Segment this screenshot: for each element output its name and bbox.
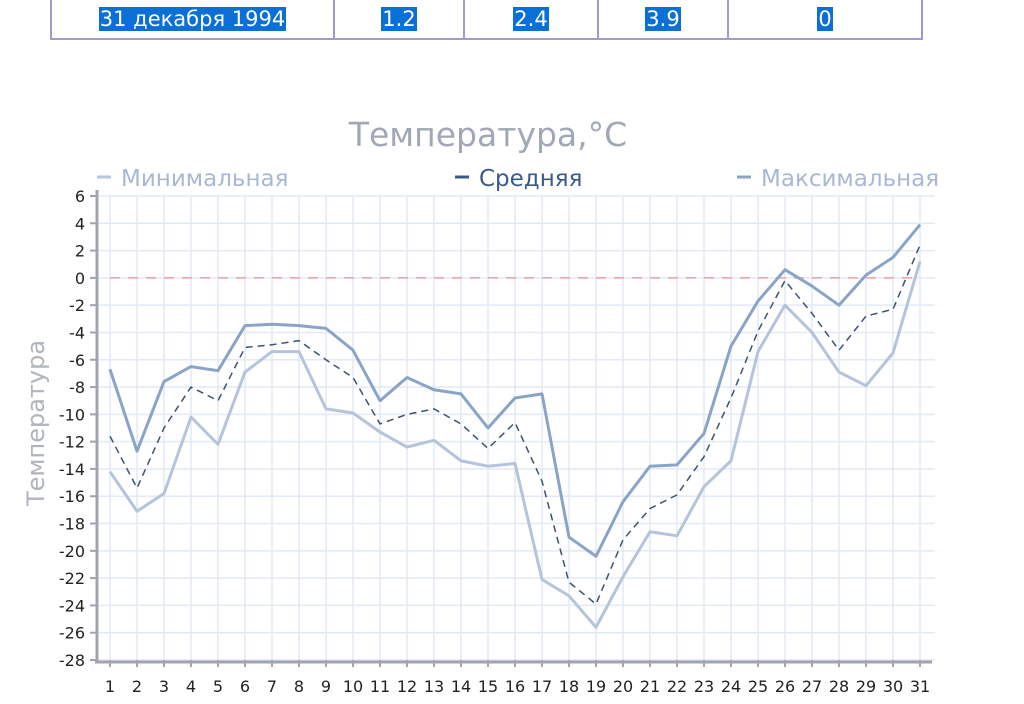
x-tick-label: 7 — [267, 677, 277, 696]
x-tick-label: 27 — [802, 677, 822, 696]
y-tick-label: -6 — [69, 351, 85, 370]
y-tick-label: 2 — [75, 242, 85, 261]
x-tick-label: 23 — [694, 677, 714, 696]
x-tick-label: 16 — [505, 677, 525, 696]
x-tick-label: 2 — [132, 677, 142, 696]
x-tick-label: 19 — [586, 677, 606, 696]
y-tick-label: -8 — [69, 378, 85, 397]
y-axis-label: Температура — [22, 340, 50, 507]
legend-label: Средняя — [479, 166, 582, 192]
y-tick-label: 4 — [75, 214, 85, 233]
legend: Минимальная Средняя Максимальная — [97, 166, 939, 192]
y-tick-label: -26 — [59, 624, 85, 643]
x-tick-label: 14 — [451, 677, 471, 696]
x-tick-label: 24 — [721, 677, 741, 696]
y-tick-label: -12 — [59, 433, 85, 452]
grid — [97, 195, 935, 661]
x-tick-label: 5 — [213, 677, 223, 696]
table-row: 31 декабря 1994 1.2 2.4 3.9 0 — [50, 0, 923, 40]
y-tick-label: -24 — [59, 596, 85, 615]
axes: -28-26-24-22-20-18-16-14-12-10-8-6-4-202… — [59, 187, 932, 696]
series-line-max — [108, 223, 922, 558]
x-tick-label: 12 — [397, 677, 417, 696]
y-tick-label: -14 — [59, 460, 85, 479]
legend-label: Максимальная — [761, 166, 939, 192]
precip-cell[interactable]: 0 — [727, 0, 923, 40]
chart-title: Температура,°C — [348, 115, 627, 154]
series-line-min — [108, 261, 922, 629]
x-tick-label: 22 — [667, 677, 687, 696]
x-tick-label: 20 — [613, 677, 633, 696]
x-tick-label: 9 — [321, 677, 331, 696]
x-tick-label: 4 — [186, 677, 196, 696]
x-tick-label: 29 — [856, 677, 876, 696]
x-tick-label: 26 — [775, 677, 795, 696]
x-tick-label: 8 — [294, 677, 304, 696]
y-tick-label: -2 — [69, 296, 85, 315]
x-tick-label: 15 — [478, 677, 498, 696]
x-tick-label: 6 — [240, 677, 250, 696]
x-tick-label: 3 — [159, 677, 169, 696]
min-cell[interactable]: 1.2 — [333, 0, 465, 40]
max-cell[interactable]: 3.9 — [597, 0, 729, 40]
x-tick-label: 28 — [829, 677, 849, 696]
date-cell[interactable]: 31 декабря 1994 — [50, 0, 335, 40]
x-tick-label: 10 — [343, 677, 363, 696]
x-tick-label: 31 — [910, 677, 930, 696]
mean-cell[interactable]: 2.4 — [463, 0, 599, 40]
series-group — [108, 223, 922, 629]
y-tick-label: 0 — [75, 269, 85, 288]
x-tick-label: 30 — [883, 677, 903, 696]
x-tick-label: 25 — [748, 677, 768, 696]
x-tick-label: 1 — [105, 677, 115, 696]
x-tick-label: 18 — [559, 677, 579, 696]
x-tick-label: 17 — [532, 677, 552, 696]
y-tick-label: -18 — [59, 515, 85, 534]
y-tick-label: -22 — [59, 569, 85, 588]
x-tick-label: 13 — [424, 677, 444, 696]
x-tick-label: 11 — [370, 677, 390, 696]
x-tick-label: 21 — [640, 677, 660, 696]
y-tick-label: -10 — [59, 405, 85, 424]
y-tick-label: -4 — [69, 323, 85, 342]
y-tick-label: -28 — [59, 651, 85, 670]
data-table-row: 31 декабря 1994 1.2 2.4 3.9 0 — [50, 0, 923, 40]
y-tick-label: 6 — [75, 187, 85, 206]
legend-label: Минимальная — [121, 166, 288, 192]
y-tick-label: -20 — [59, 542, 85, 561]
y-tick-label: -16 — [59, 487, 85, 506]
